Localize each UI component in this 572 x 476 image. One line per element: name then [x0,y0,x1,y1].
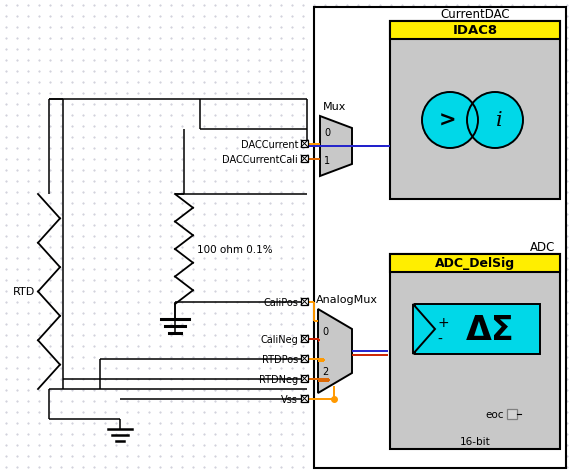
Bar [301,156,308,163]
Text: 2: 2 [322,366,328,376]
Text: RTDNeg: RTDNeg [259,374,298,384]
Text: RTD: RTD [13,287,35,297]
Bar [507,409,517,419]
Text: ΔΣ: ΔΣ [466,313,514,346]
Polygon shape [318,309,352,393]
Bar [301,355,308,362]
Bar [390,22,560,199]
Text: 16-bit: 16-bit [460,436,490,446]
Text: CaliNeg: CaliNeg [260,334,298,344]
Text: 0: 0 [322,327,328,336]
Text: i: i [496,111,502,130]
Text: -: - [437,332,442,346]
Bar [390,255,560,449]
Bar [390,22,560,40]
Polygon shape [320,117,352,177]
Bar [301,335,308,342]
Bar [301,298,308,306]
Bar [301,141,308,148]
Polygon shape [413,304,435,354]
Bar [415,304,540,354]
Bar [301,375,308,382]
Bar [301,395,308,402]
Bar [390,255,560,272]
Text: IDAC8: IDAC8 [452,24,498,38]
Text: >: > [438,111,456,131]
Circle shape [422,93,478,149]
Text: Mux: Mux [323,102,347,112]
Bar [314,8,566,468]
Text: eoc: eoc [485,409,503,419]
Text: ADC_DelSig: ADC_DelSig [435,257,515,270]
Text: 0: 0 [324,128,330,138]
Text: Vss: Vss [281,394,298,404]
Text: CaliPos: CaliPos [263,298,298,307]
Text: 100 ohm 0.1%: 100 ohm 0.1% [197,245,273,255]
Text: +: + [437,315,448,329]
Text: DACCurrent: DACCurrent [240,140,298,149]
Text: CurrentDAC: CurrentDAC [440,9,510,21]
Text: AnalogMux: AnalogMux [316,294,378,304]
Text: ADC: ADC [530,241,555,254]
Text: 1: 1 [324,156,330,166]
Text: RTDPos: RTDPos [262,354,298,364]
Text: DACCurrentCali: DACCurrentCali [223,155,298,165]
Circle shape [467,93,523,149]
